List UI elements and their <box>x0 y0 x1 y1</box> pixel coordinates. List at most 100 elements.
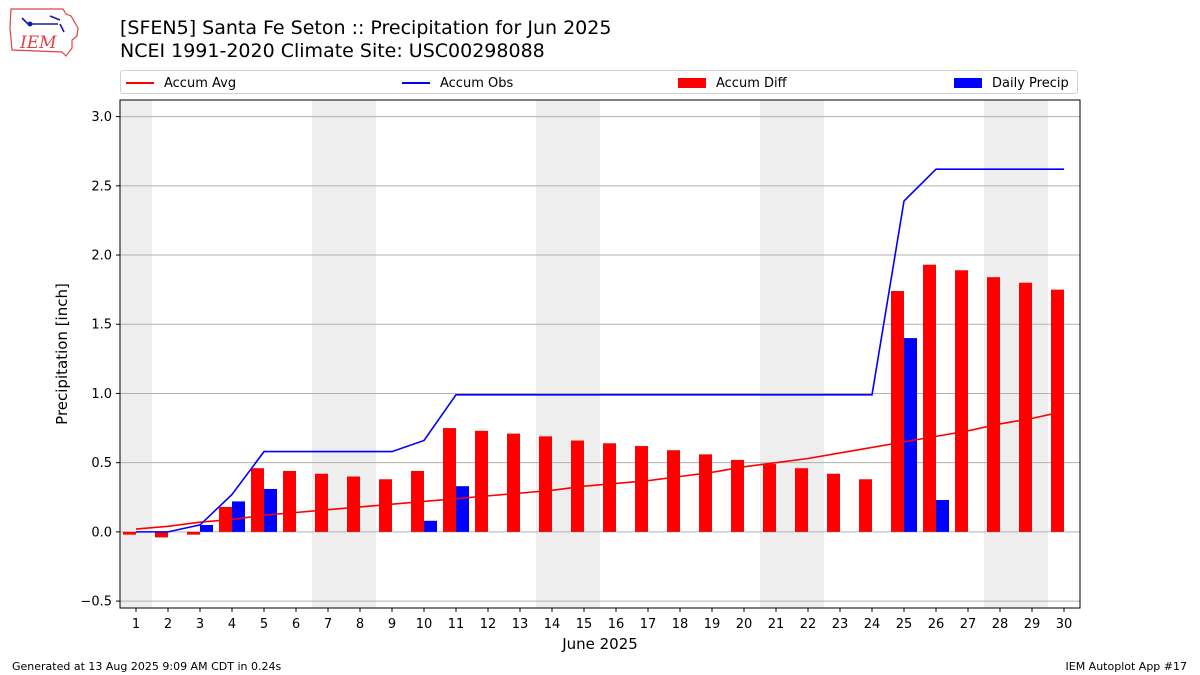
weekend-bands <box>120 100 1048 608</box>
x-tick-label: 5 <box>260 617 268 632</box>
accum-diff-bar <box>187 531 200 535</box>
accum-diff-bar <box>923 264 936 532</box>
daily-precip-bar <box>424 520 437 532</box>
accum-diff-bar <box>539 436 552 532</box>
legend-swatch-daily-precip <box>954 78 982 88</box>
legend-swatch-accum-obs <box>402 82 430 84</box>
x-tick-label: 21 <box>768 617 785 632</box>
accum-diff-bar <box>763 464 776 532</box>
x-axis: 1 2 3 4 5 6 7 8 9 10 11 12 13 14 15 16 17 18 19 20 21 22 23 24 2… <box>132 608 1072 632</box>
x-tick-label: 1 <box>132 617 140 632</box>
x-tick-label: 20 <box>736 617 753 632</box>
accum-obs-line <box>136 168 1064 533</box>
x-tick-label: 9 <box>388 617 396 632</box>
weekend-band <box>120 100 152 608</box>
accum-diff-bar <box>379 479 392 532</box>
x-tick-label: 11 <box>448 617 465 632</box>
weather-symbols-icon <box>21 15 65 33</box>
accum-diff-bar <box>1051 289 1064 532</box>
x-tick-label: 23 <box>832 617 849 632</box>
daily-precip-bar <box>232 501 245 532</box>
legend-item-accum-obs: Accum Obs <box>402 74 513 92</box>
accum-diff-bar <box>123 531 136 535</box>
x-tick-label: 30 <box>1056 617 1073 632</box>
y-tick-label: −0.5 <box>80 595 112 610</box>
accum-diff-bar <box>443 428 456 532</box>
accum-diff-bar <box>795 468 808 532</box>
x-tick-label: 15 <box>576 617 593 632</box>
legend-item-daily-precip: Daily Precip <box>954 74 1069 92</box>
y-tick-label: 0.0 <box>91 525 112 540</box>
x-tick-label: 24 <box>864 617 881 632</box>
x-axis-label: June 2025 <box>561 635 638 653</box>
logo-text: IEM <box>19 33 57 53</box>
daily-precip-bar <box>264 488 277 532</box>
x-tick-label: 8 <box>356 617 364 632</box>
x-tick-label: 22 <box>800 617 817 632</box>
y-tick-label: 2.0 <box>91 249 112 264</box>
accum-diff-bar <box>571 440 584 532</box>
legend-label-daily-precip: Daily Precip <box>992 75 1069 91</box>
daily-precip-bar <box>904 338 917 532</box>
x-tick-label: 25 <box>896 617 913 632</box>
gridlines <box>120 116 1080 602</box>
legend: Accum Avg Accum Obs Accum Diff Daily Pre… <box>120 70 1078 94</box>
legend-label-accum-obs: Accum Obs <box>440 75 514 91</box>
y-axis-label: Precipitation [inch] <box>53 283 71 425</box>
x-tick-label: 6 <box>292 617 300 632</box>
legend-label-accum-diff: Accum Diff <box>716 75 787 91</box>
accum-diff-bar <box>251 468 264 532</box>
x-tick-label: 7 <box>324 617 332 632</box>
accum-diff-bar <box>827 473 840 532</box>
x-tick-label: 19 <box>704 617 721 632</box>
lines <box>135 168 1065 533</box>
accum-diff-bar <box>699 454 712 532</box>
accum-diff-bar <box>731 459 744 532</box>
accum-diff-bar <box>859 479 872 532</box>
daily-precip-bar <box>936 500 949 532</box>
app-note: IEM Autoplot App #17 <box>1065 660 1188 673</box>
plot-frame <box>119 99 1081 609</box>
accum-diff-bar <box>1019 282 1032 532</box>
x-tick-label: 17 <box>640 617 657 632</box>
y-tick-label: 1.5 <box>91 318 112 333</box>
y-tick-label: 2.5 <box>91 179 112 194</box>
legend-item-accum-avg: Accum Avg <box>126 74 236 92</box>
y-tick-label: 0.5 <box>91 456 112 471</box>
x-tick-label: 18 <box>672 617 689 632</box>
state-outline-icon <box>9 8 79 57</box>
chart-title: [SFEN5] Santa Fe Seton :: Precipitation … <box>120 17 612 39</box>
accum-diff-bar <box>347 476 360 532</box>
accum-diff-bar <box>475 430 488 532</box>
x-tick-label: 16 <box>608 617 625 632</box>
y-axis: −0.5 0.0 0.5 1.0 1.5 2.0 2.5 3.0 <box>80 110 120 610</box>
daily-precip-bar <box>456 486 469 532</box>
y-tick-label: 1.0 <box>91 387 112 402</box>
accum-diff-bar <box>667 450 680 532</box>
legend-swatch-accum-avg <box>126 82 154 84</box>
legend-swatch-accum-diff <box>678 78 706 88</box>
accum-diff-bar <box>155 531 168 538</box>
x-tick-label: 29 <box>1024 617 1041 632</box>
chart-subtitle: NCEI 1991-2020 Climate Site: USC00298088 <box>120 40 545 62</box>
x-tick-label: 10 <box>416 617 433 632</box>
accum-diff-bar <box>635 446 648 532</box>
x-tick-label: 14 <box>544 617 561 632</box>
legend-label-accum-avg: Accum Avg <box>164 75 237 91</box>
x-tick-label: 26 <box>928 617 945 632</box>
x-tick-label: 28 <box>992 617 1009 632</box>
generated-note: Generated at 13 Aug 2025 9:09 AM CDT in … <box>12 660 282 673</box>
x-tick-label: 27 <box>960 617 977 632</box>
x-tick-label: 2 <box>164 617 172 632</box>
legend-item-accum-diff: Accum Diff <box>678 74 787 92</box>
accum-diff-bar <box>955 270 968 532</box>
x-tick-label: 4 <box>228 617 236 632</box>
iem-logo: IEM <box>9 8 79 57</box>
accum-diff-bar <box>315 473 328 532</box>
x-tick-label: 13 <box>512 617 529 632</box>
accum-avg-line <box>135 410 1065 530</box>
x-tick-label: 12 <box>480 617 497 632</box>
x-tick-label: 3 <box>196 617 204 632</box>
accum-diff-bar <box>987 277 1000 532</box>
